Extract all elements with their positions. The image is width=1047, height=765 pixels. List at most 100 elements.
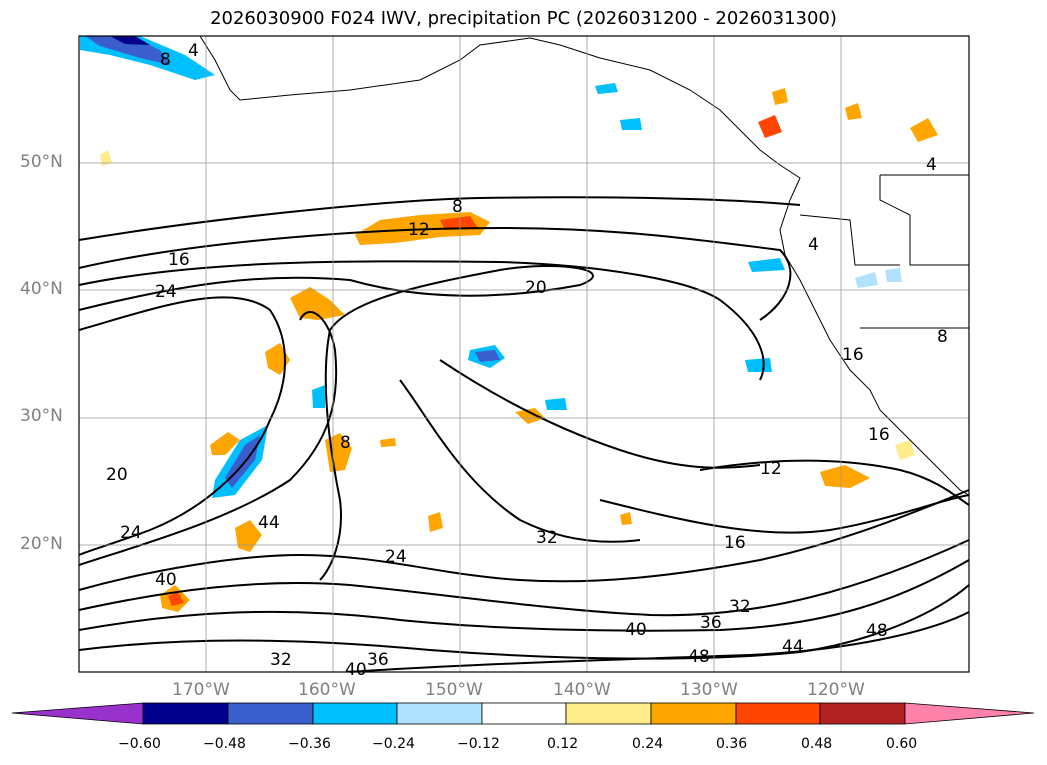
positive-anomaly-fill: [845, 103, 862, 120]
colorbar-tick-label: −0.36: [288, 736, 331, 752]
iwv-contour-28: [78, 310, 338, 566]
negative-anomaly-fill: [312, 385, 325, 408]
negative-anomaly-fill: [595, 83, 618, 94]
colorbar-tick-label: 0.48: [801, 736, 833, 752]
lon-tick-label: 120°W: [807, 680, 865, 700]
positive-anomaly-fill: [910, 118, 938, 142]
colorbar-segment: [650, 702, 737, 725]
contour-label: 36: [700, 613, 722, 633]
negative-anomaly-fill: [748, 258, 785, 272]
contour-label: 20: [106, 465, 128, 485]
positive-anomaly-fill: [772, 88, 788, 105]
contour-label: 20: [525, 278, 547, 298]
positive-anomaly-fill: [168, 592, 184, 606]
iwv-contour-8: [78, 196, 801, 241]
contour-label: 44: [258, 513, 280, 533]
colorbar-segment: [227, 702, 314, 725]
colorbar-segment: [142, 702, 229, 725]
contour-label: 8: [160, 50, 171, 70]
positive-anomaly-fill: [380, 438, 396, 447]
iwv-contour-16-east: [599, 494, 970, 534]
positive-anomaly-fill: [620, 512, 632, 525]
lat-tick-label: 50°N: [20, 152, 63, 172]
contour-labels: 8 4 8 12 16 24 20 8 20 24 40 44 24 32 32…: [106, 41, 948, 680]
colorbar-tick-label: −0.48: [203, 736, 246, 752]
positive-anomaly-fill: [325, 433, 352, 472]
negative-anomaly-fill: [855, 272, 878, 288]
colorbar-extend-min: [11, 702, 144, 725]
positive-anomaly-fill: [515, 408, 545, 424]
negative-anomaly-fill: [620, 118, 642, 130]
positive-anomaly-fill: [895, 440, 915, 460]
contour-label: 8: [937, 327, 948, 347]
contour-label: 44: [782, 637, 804, 657]
colorbar-tick-label: 0.36: [716, 736, 748, 752]
colorbar-segment: [396, 702, 483, 725]
map-title: 2026030900 F024 IWV, precipitation PC (2…: [210, 8, 837, 29]
lon-tick-label: 170°W: [172, 680, 230, 700]
contour-label: 32: [270, 650, 292, 670]
contour-label: 8: [340, 433, 351, 453]
lon-tick-label: 150°W: [425, 680, 483, 700]
iwv-contour-24: [78, 296, 286, 556]
border-line: [799, 214, 900, 266]
graticule: [79, 36, 969, 672]
iwv-contours: [78, 196, 970, 673]
colorbar-segment: [735, 702, 821, 725]
lat-tick-label: 40°N: [20, 279, 63, 299]
iwv-contour-16: [78, 260, 765, 381]
negative-anomaly-fill: [885, 268, 902, 282]
colorbar-tick-label: −0.60: [118, 736, 161, 752]
negative-anomaly-fill: [545, 398, 567, 410]
colorbar-tick-label: 0.24: [632, 736, 664, 752]
positive-anomaly-fill: [428, 512, 443, 532]
lat-tick-label: 20°N: [20, 534, 63, 554]
lat-tick-label: 30°N: [20, 406, 63, 426]
positive-anomaly-fill: [210, 432, 240, 455]
coastlines: [199, 35, 970, 496]
contour-label: 16: [842, 345, 864, 365]
map-background: [79, 36, 969, 672]
negative-anomaly-fill: [745, 358, 772, 372]
iwv-contour-20: [78, 265, 594, 581]
iwv-contour-48: [349, 611, 970, 673]
colorbar: [11, 702, 1035, 725]
colorbar-segment: [481, 702, 567, 725]
positive-anomaly-fill: [235, 520, 262, 552]
contour-label: 12: [760, 459, 782, 479]
iwv-contour-40: [78, 559, 970, 632]
contour-label: 32: [729, 597, 751, 617]
iwv-contour-44: [78, 584, 970, 660]
lon-tick-label: 140°W: [553, 680, 611, 700]
contour-label: 32: [536, 528, 558, 548]
iwv-contour-32: [78, 489, 970, 591]
colorbar-tick-label: 0.60: [886, 736, 918, 752]
contour-label: 16: [168, 250, 190, 270]
contour-label: 4: [926, 155, 937, 175]
positive-anomaly-fill: [820, 465, 870, 488]
iwv-contour-inner: [439, 359, 761, 469]
contour-label: 4: [808, 235, 819, 255]
contour-label: 40: [155, 570, 177, 590]
contour-label: 24: [385, 547, 407, 567]
contour-label: 16: [724, 533, 746, 553]
positive-anomaly-fill: [758, 115, 782, 138]
colorbar-extend-max: [904, 702, 1035, 725]
contour-label: 8: [452, 197, 463, 217]
positive-anomaly-fill: [290, 287, 345, 320]
negative-anomaly-fill: [475, 350, 500, 362]
colorbar-tick-label: 0.12: [547, 736, 579, 752]
contour-label: 40: [625, 620, 647, 640]
colorbar-segment: [565, 702, 652, 725]
contour-label: 24: [155, 282, 177, 302]
positive-anomaly-fill: [440, 216, 478, 230]
map-frame: [78, 35, 970, 673]
lon-tick-label: 130°W: [680, 680, 738, 700]
colorbar-segment: [819, 702, 906, 725]
lon-tick-label: 160°W: [298, 680, 356, 700]
contour-label: 48: [866, 621, 888, 641]
negative-anomaly-fill: [110, 36, 150, 45]
positive-anomaly-fill: [100, 150, 112, 166]
border-line: [879, 175, 969, 266]
